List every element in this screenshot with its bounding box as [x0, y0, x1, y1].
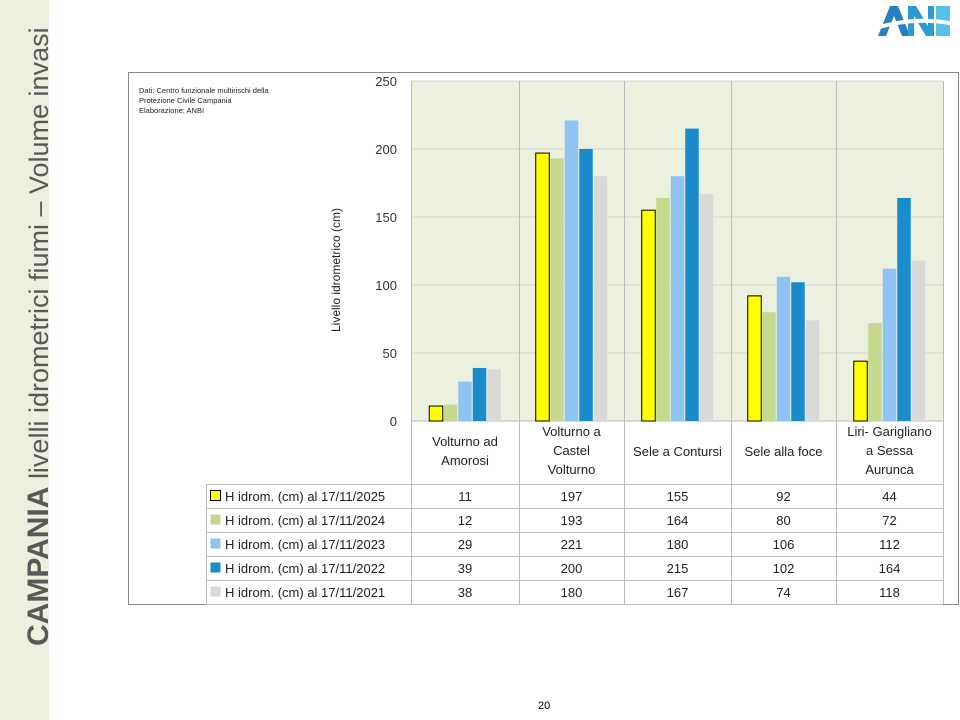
table-value: 180 — [667, 537, 689, 552]
table-value: 221 — [561, 537, 583, 552]
category-label: Sele alla foce — [744, 444, 822, 459]
table-value: 167 — [667, 585, 689, 600]
table-value: 180 — [561, 585, 583, 600]
table-value: 200 — [561, 561, 583, 576]
bar — [747, 295, 762, 422]
bar — [458, 381, 472, 421]
table-value: 74 — [776, 585, 790, 600]
bar — [641, 209, 656, 422]
bar — [699, 193, 714, 421]
y-tick-label: 0 — [390, 414, 397, 429]
bar — [911, 260, 926, 421]
bar — [685, 128, 699, 421]
bar — [897, 197, 911, 421]
category-label: Amorosi — [441, 453, 489, 468]
table-value: 118 — [879, 585, 900, 600]
bar — [762, 312, 776, 421]
page-number: 20 — [538, 700, 551, 712]
y-tick-label: 150 — [375, 210, 397, 225]
y-tick-label: 50 — [383, 346, 397, 361]
table-value: 29 — [458, 537, 472, 552]
bar — [776, 276, 791, 421]
bar — [868, 323, 882, 421]
category-label: Liri- Garigliano — [847, 424, 932, 439]
note-line: Dati: Centro funzionale multirischi dell… — [139, 86, 269, 95]
category-label: Aurunca — [865, 462, 914, 477]
category-label: Volturno — [548, 462, 596, 477]
bar — [443, 404, 458, 421]
table-value: 39 — [458, 561, 472, 576]
category-label: Volturno a — [542, 424, 601, 439]
note-line: Elaborazione: ANBI — [139, 106, 205, 115]
bar — [593, 176, 608, 421]
table-value: 92 — [776, 489, 790, 504]
table-value: 215 — [667, 561, 689, 576]
table-value: 112 — [879, 537, 900, 552]
legend-swatch — [210, 586, 221, 597]
legend-swatch — [210, 490, 221, 501]
legend-label: H idrom. (cm) al 17/11/2023 — [225, 537, 385, 552]
bar — [579, 149, 593, 421]
bar — [805, 320, 820, 421]
table-value: 164 — [879, 561, 901, 576]
table-value: 164 — [667, 513, 689, 528]
bar — [564, 120, 579, 421]
table-value: 102 — [773, 561, 795, 576]
note-line: Protezione Civile Campania — [139, 96, 232, 105]
bar — [535, 152, 550, 422]
source-note: Dati: Centro funzionale multirischi dell… — [139, 86, 269, 116]
table-value: 80 — [776, 513, 790, 528]
legend-swatch — [210, 514, 221, 525]
table-value: 155 — [667, 489, 689, 504]
legend-swatch — [210, 538, 221, 549]
legend-label: H idrom. (cm) al 17/11/2022 — [225, 561, 385, 576]
table-value: 193 — [561, 513, 583, 528]
bar — [428, 405, 444, 422]
table-value: 12 — [458, 513, 472, 528]
legend-label: H idrom. (cm) al 17/11/2024 — [225, 513, 385, 528]
category-label: Castel — [553, 443, 590, 458]
category-label: Volturno ad — [432, 434, 498, 449]
legend-label: H idrom. (cm) al 17/11/2021 — [225, 585, 385, 600]
legend-swatch — [210, 562, 221, 573]
anbi-logo — [876, 6, 954, 36]
table-value: 38 — [458, 585, 472, 600]
y-tick-label: 250 — [375, 74, 397, 89]
table-value: 44 — [882, 489, 896, 504]
bar — [472, 367, 487, 421]
y-axis-label: Livello idrometrico (cm) — [329, 208, 343, 332]
bar — [550, 158, 564, 421]
table-value: 72 — [882, 513, 896, 528]
bar — [791, 282, 805, 421]
y-tick-label: 200 — [375, 142, 397, 157]
table-value: 11 — [458, 489, 472, 504]
bar — [656, 197, 670, 421]
table-value: 197 — [561, 489, 583, 504]
table-value: 106 — [773, 537, 795, 552]
bar — [853, 360, 868, 422]
side-band — [0, 0, 49, 720]
legend-label: H idrom. (cm) al 17/11/2025 — [225, 489, 385, 504]
bar — [487, 369, 501, 421]
category-label: Sele a Contursi — [633, 444, 722, 459]
bar — [882, 268, 897, 421]
y-tick-label: 100 — [375, 278, 397, 293]
bar — [670, 176, 685, 421]
category-label: a Sessa — [866, 443, 914, 458]
